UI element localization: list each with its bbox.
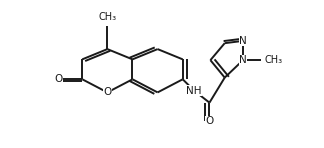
Text: CH₃: CH₃ (98, 12, 116, 22)
Text: O: O (54, 74, 62, 84)
Text: N: N (239, 55, 247, 65)
Text: N: N (239, 36, 247, 46)
Text: O: O (205, 116, 214, 126)
Text: NH: NH (186, 86, 202, 96)
Text: O: O (103, 87, 111, 97)
Text: CH₃: CH₃ (265, 55, 283, 65)
